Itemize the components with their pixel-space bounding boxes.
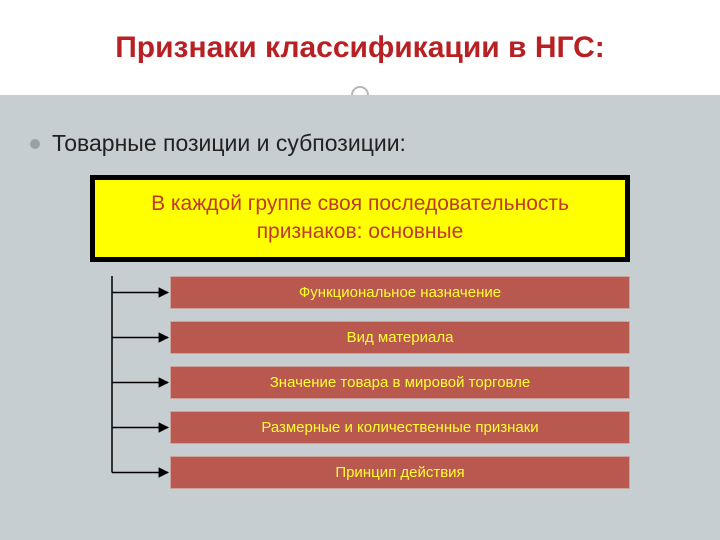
child-box: Размерные и количественные признаки [170,411,630,444]
child-box: Вид материала [170,321,630,354]
child-box: Принцип действия [170,456,630,489]
slide-body: Товарные позиции и субпозиции: В каждой … [0,95,720,540]
root-box: В каждой группе своя последовательность … [90,175,630,262]
bullet-line: Товарные позиции и субпозиции: [30,130,406,157]
connector-lines [90,276,170,489]
child-box: Значение товара в мировой торговле [170,366,630,399]
hierarchy-diagram: В каждой группе своя последовательность … [90,175,630,489]
bullet-text: Товарные позиции и субпозиции: [52,130,406,157]
bullet-icon [30,139,40,149]
child-box: Функциональное назначение [170,276,630,309]
slide-title: Признаки классификации в НГС: [115,31,605,65]
slide-header: Признаки классификации в НГС: [0,0,720,95]
child-items: Функциональное назначение Вид материала … [90,276,630,489]
